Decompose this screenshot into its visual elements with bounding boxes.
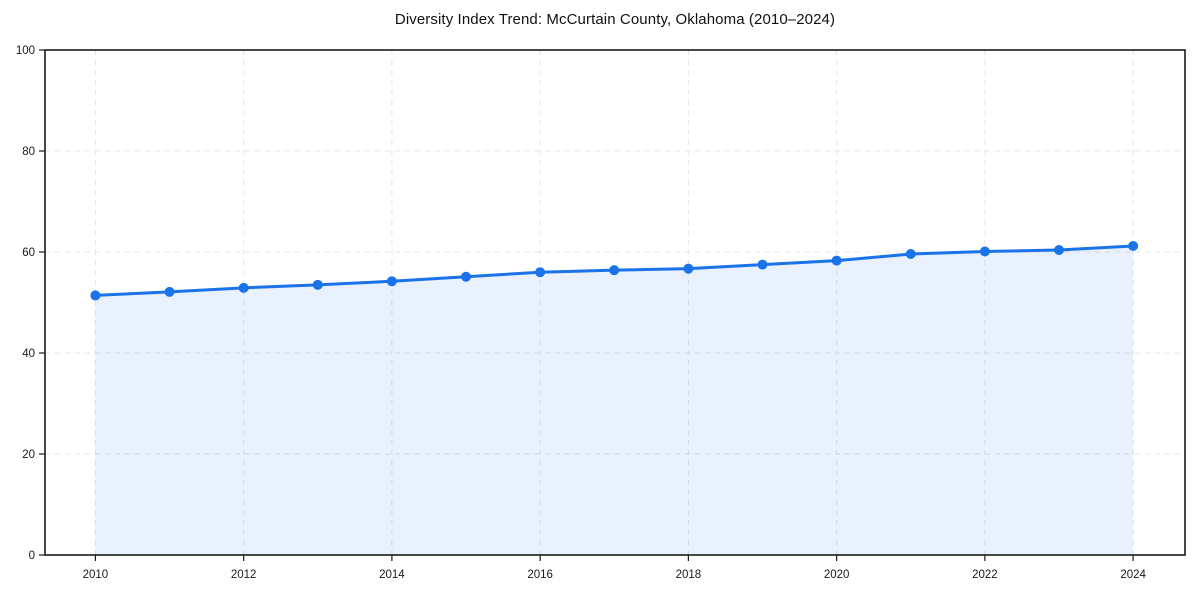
y-tick-label: 100 <box>16 45 35 57</box>
data-point-2019 <box>757 259 768 270</box>
chart-title: Diversity Index Trend: McCurtain County,… <box>394 11 836 28</box>
x-tick-label: 2016 <box>527 569 553 581</box>
data-point-2016 <box>535 267 546 278</box>
x-tick-label: 2018 <box>676 569 702 581</box>
y-tick-label: 40 <box>22 348 35 360</box>
x-tick-label: 2020 <box>824 569 850 581</box>
x-tick-label: 2012 <box>231 569 257 581</box>
x-tick-label: 2022 <box>972 569 998 581</box>
data-point-2013 <box>312 279 323 290</box>
plot-border <box>44 49 1186 556</box>
x-tick-label: 2010 <box>83 569 109 581</box>
data-point-2015 <box>461 271 472 282</box>
data-point-2011 <box>164 286 175 297</box>
x-tick-label: 2024 <box>1120 569 1146 581</box>
data-point-2012 <box>238 282 249 293</box>
data-point-2010 <box>90 290 101 301</box>
y-tick-label: 60 <box>22 247 35 259</box>
data-point-2022 <box>979 246 990 257</box>
area-fill <box>95 245 1134 555</box>
data-point-2024 <box>1128 240 1139 251</box>
data-point-2023 <box>1053 244 1064 255</box>
data-point-2021 <box>905 249 916 260</box>
data-point-2018 <box>683 263 694 274</box>
y-tick-label: 0 <box>29 550 35 562</box>
data-point-2020 <box>831 255 842 266</box>
data-point-2017 <box>609 265 620 276</box>
y-tick-label: 80 <box>22 146 35 158</box>
y-tick-label: 20 <box>22 449 35 461</box>
data-point-2014 <box>386 276 397 287</box>
x-tick-label: 2014 <box>379 569 405 581</box>
